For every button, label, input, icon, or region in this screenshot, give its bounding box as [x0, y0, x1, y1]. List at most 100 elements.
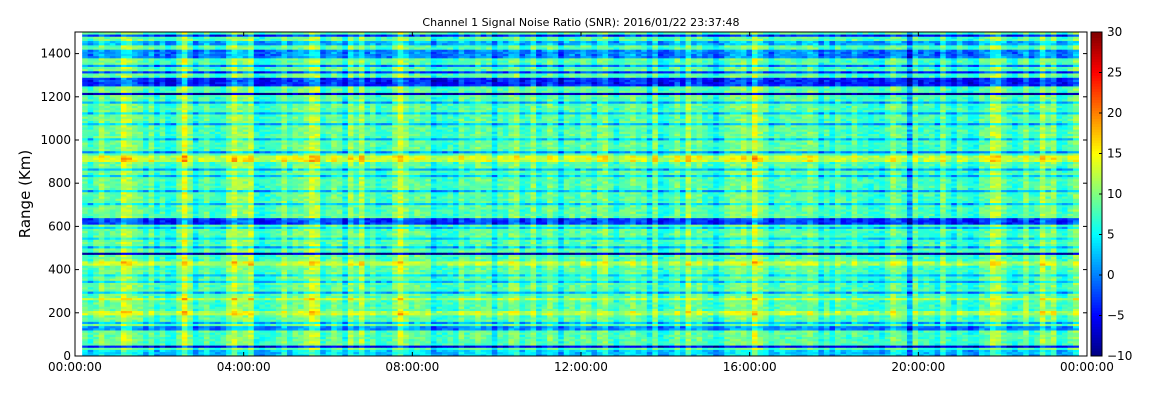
heatmap-cell	[585, 323, 592, 327]
heatmap-cell	[774, 343, 781, 346]
heatmap-cell	[857, 332, 864, 335]
heatmap-cell	[735, 347, 742, 350]
heatmap-cell	[823, 353, 830, 357]
heatmap-cell	[120, 336, 127, 340]
heatmap-cell	[464, 319, 471, 322]
heatmap-cell	[347, 338, 354, 342]
heatmap-cell	[491, 321, 498, 324]
heatmap-cell	[203, 319, 210, 322]
heatmap-cell	[453, 332, 459, 335]
heatmap-cell	[851, 325, 858, 329]
heatmap-cell	[635, 343, 642, 346]
heatmap-cell	[851, 338, 858, 342]
heatmap-cell	[990, 343, 996, 346]
heatmap-cell	[934, 351, 941, 355]
heatmap-cell	[154, 349, 161, 353]
heatmap-cell	[663, 323, 670, 327]
chart-title: Channel 1 Signal Noise Ratio (SNR): 2016…	[422, 16, 739, 29]
heatmap-cell	[713, 334, 720, 337]
heatmap-cell	[995, 334, 1002, 337]
heatmap-cell	[159, 343, 166, 346]
heatmap-cell	[353, 338, 360, 342]
heatmap-cell	[1039, 336, 1046, 340]
heatmap-cell	[1023, 340, 1030, 344]
heatmap-cell	[857, 340, 864, 344]
heatmap-cell	[215, 347, 221, 350]
heatmap-cell	[757, 338, 764, 342]
heatmap-cell	[436, 323, 443, 327]
heatmap-cell	[696, 343, 703, 346]
heatmap-cell	[292, 338, 299, 342]
heatmap-cell	[331, 351, 338, 355]
heatmap-cell	[668, 336, 675, 340]
heatmap-cell	[115, 343, 122, 346]
heatmap-cell	[397, 336, 404, 340]
heatmap-cell	[502, 345, 509, 348]
heatmap-cell	[215, 343, 221, 346]
heatmap-cell	[602, 325, 609, 329]
heatmap-cell	[657, 321, 664, 324]
heatmap-cell	[192, 353, 199, 357]
heatmap-cell	[281, 319, 288, 322]
heatmap-cell	[674, 332, 681, 335]
heatmap-cell	[1001, 330, 1008, 333]
heatmap-cell	[93, 319, 100, 322]
heatmap-cell	[563, 349, 570, 353]
heatmap-cell	[358, 340, 365, 344]
heatmap-cell	[447, 343, 454, 346]
heatmap-cell	[187, 340, 194, 344]
heatmap-cell	[314, 330, 321, 333]
heatmap-cell	[386, 321, 393, 324]
heatmap-cell	[602, 336, 609, 340]
heatmap-cell	[1067, 338, 1074, 342]
heatmap-cell	[469, 325, 476, 329]
heatmap-cell	[259, 321, 266, 324]
heatmap-cell	[796, 336, 803, 340]
heatmap-cell	[325, 334, 332, 337]
heatmap-cell	[962, 340, 969, 344]
heatmap-cell	[159, 345, 166, 348]
heatmap-cell	[1073, 340, 1079, 344]
heatmap-cell	[237, 325, 244, 329]
heatmap-cell	[851, 353, 858, 357]
heatmap-cell	[646, 351, 653, 355]
heatmap-cell	[530, 351, 537, 355]
heatmap-cell	[1045, 334, 1052, 337]
heatmap-cell	[220, 353, 227, 357]
heatmap-cell	[823, 338, 830, 342]
heatmap-cell	[198, 332, 205, 335]
heatmap-cell	[126, 349, 133, 353]
heatmap-cell	[635, 323, 642, 327]
heatmap-cell	[447, 338, 454, 342]
heatmap-cell	[120, 330, 127, 333]
heatmap-cell	[835, 330, 841, 333]
heatmap-cell	[491, 345, 498, 348]
heatmap-cell	[829, 336, 836, 340]
heatmap-cell	[397, 347, 404, 350]
heatmap-cell	[630, 343, 637, 346]
heatmap-cell	[292, 340, 299, 344]
heatmap-cell	[270, 347, 277, 350]
heatmap-cell	[840, 349, 847, 353]
heatmap-cell	[165, 319, 172, 322]
heatmap-cell	[408, 351, 415, 355]
heatmap-cell	[751, 332, 758, 335]
heatmap-cell	[1006, 330, 1013, 333]
heatmap-cell	[846, 349, 853, 353]
heatmap-cell	[215, 353, 221, 357]
heatmap-cell	[1039, 351, 1046, 355]
heatmap-cell	[591, 343, 598, 346]
heatmap-cell	[541, 340, 548, 344]
heatmap-cell	[392, 353, 399, 357]
heatmap-cell	[403, 327, 410, 331]
heatmap-cell	[408, 349, 415, 353]
heatmap-cell	[608, 334, 614, 337]
heatmap-cell	[403, 345, 410, 348]
heatmap-cell	[397, 351, 404, 355]
heatmap-cell	[170, 347, 177, 350]
heatmap-cell	[613, 334, 620, 337]
heatmap-cell	[608, 343, 614, 346]
heatmap-cell	[829, 353, 836, 357]
heatmap-cell	[242, 343, 249, 346]
heatmap-cell	[237, 343, 244, 346]
